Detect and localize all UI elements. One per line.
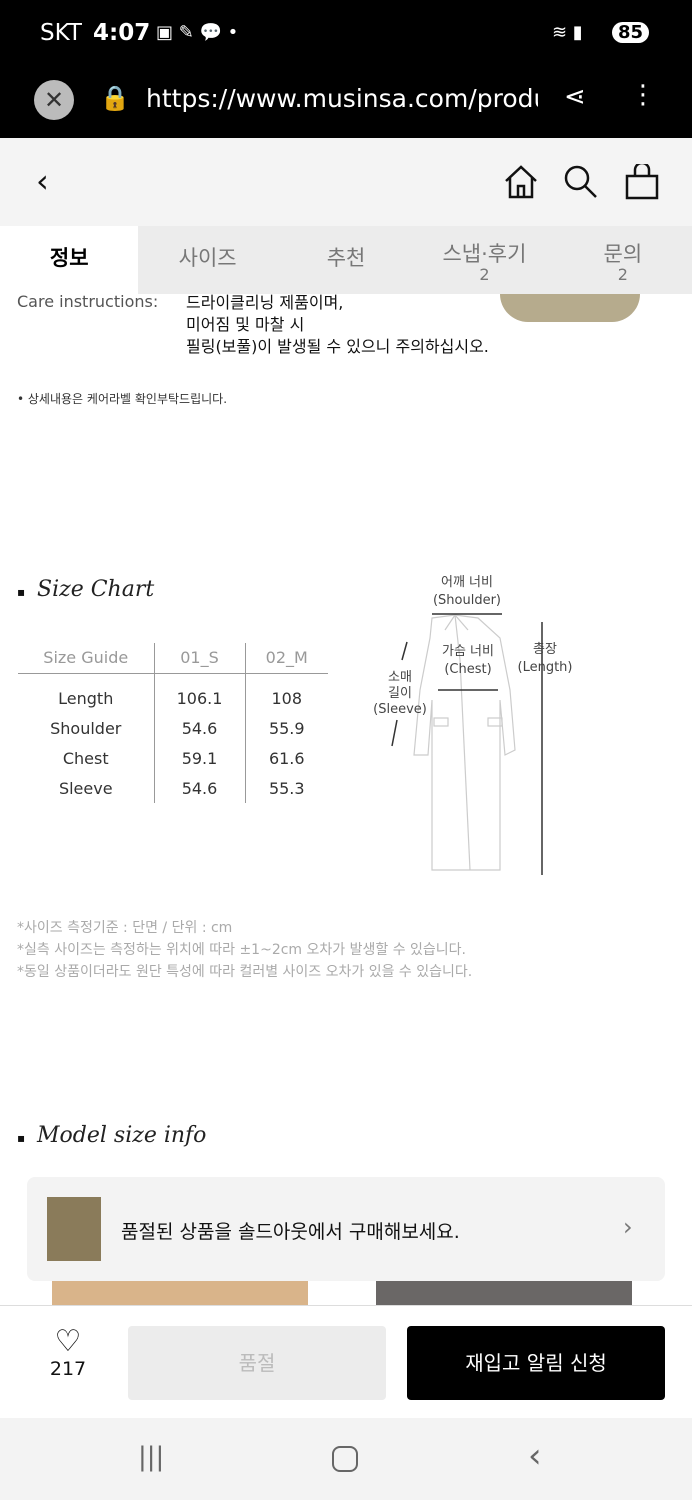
like-button[interactable]: ♡ 217 (40, 1324, 96, 1381)
like-count: 217 (49, 1358, 87, 1380)
care-note: • 상세내용은 케어라벨 확인부탁드립니다. (17, 392, 228, 406)
signal-icon: ≋ ▮ (552, 22, 583, 43)
tab-inquiry[interactable]: 문의 2 (554, 226, 692, 294)
length-label: 총장 (Length) (512, 641, 578, 677)
clock: 4:07 (93, 20, 151, 46)
recents-icon[interactable]: ||| (138, 1442, 165, 1472)
bottom-action-bar: ♡ 217 품절 재입고 알림 신청 (0, 1305, 692, 1418)
label-text: 가슴 너비 (442, 644, 494, 659)
product-thumbnail (47, 1197, 101, 1261)
battery-indicator: 85 (612, 22, 650, 43)
back-icon[interactable]: ‹ (36, 162, 49, 200)
page-header: ‹ (0, 138, 692, 226)
fabric-swatch-image (500, 294, 640, 322)
care-line: 필링(보풀)이 발생될 수 있으니 주의하십시오. (186, 337, 489, 356)
care-line: 미어짐 및 마찰 시 (186, 315, 305, 334)
cell: Chest (62, 748, 109, 768)
model-photo (52, 1280, 308, 1305)
note-line: *사이즈 측정기준 : 단면 / 단위 : cm (17, 920, 233, 936)
tab-label: 사이즈 (178, 246, 237, 270)
label-text: (Shoulder) (432, 593, 502, 608)
label-text: 소매 (388, 670, 412, 685)
url-field[interactable]: https://www.musinsa.com/produ (146, 84, 538, 113)
table-row: Chest 59.1 61.6 (18, 743, 328, 773)
lock-icon: 🔒 (100, 84, 130, 112)
cell: 106.1 (153, 683, 246, 713)
size-table: Size Guide 01_S 02_M Length 106.1 108 Shou… (18, 643, 328, 803)
tab-reviews[interactable]: 스냅·후기 2 (415, 226, 553, 294)
tab-label: 스냅·후기 (442, 242, 527, 266)
model-size-title: Model size info (37, 1123, 207, 1148)
system-nav-bar: ||| ‹ (0, 1418, 692, 1500)
care-text: 드라이클리닝 제품이며, 미어짐 및 마찰 시 필링(보풀)이 발생될 수 있으… (186, 292, 489, 358)
column-header: Size Guide (43, 648, 129, 668)
cell: Shoulder (50, 718, 122, 738)
tab-count: 2 (617, 265, 628, 284)
model-photo (376, 1280, 632, 1305)
search-icon[interactable] (563, 164, 599, 200)
cell: 108 (244, 683, 328, 713)
cell: 61.6 (244, 743, 328, 773)
note-line: *동일 상품이더라도 원단 특성에 따라 컬러별 사이즈 오차가 있을 수 있습… (17, 964, 473, 980)
size-notes: *사이즈 측정기준 : 단면 / 단위 : cm *실측 사이즈는 측정하는 위… (17, 917, 472, 983)
carrier: SKT (40, 20, 82, 46)
tab-label: 정보 (49, 246, 89, 270)
column-header: 01_S (153, 643, 246, 673)
tab-recommend[interactable]: 추천 (277, 226, 415, 294)
size-chart-title: Size Chart (37, 577, 155, 602)
tab-info[interactable]: 정보 (0, 226, 139, 294)
soldout-banner[interactable]: 품절된 상품을 솔드아웃에서 구매해보세요. › (27, 1177, 665, 1281)
tab-size[interactable]: 사이즈 (138, 226, 276, 294)
table-row: Sleeve 54.6 55.3 (18, 773, 328, 803)
label-text: 총장 (533, 642, 557, 657)
banner-text: 품절된 상품을 솔드아웃에서 구매해보세요. (121, 1221, 460, 1243)
cell: 59.1 (153, 743, 246, 773)
status-bar: SKT 4:07 ▣ ✎ 💬 • ≋ ▮ 85 (0, 0, 692, 68)
label-text: (Length) (517, 660, 573, 675)
notification-icons: ▣ ✎ 💬 • (156, 22, 239, 43)
table-row: Length 106.1 108 (18, 683, 328, 713)
back-nav-icon[interactable]: ‹ (528, 1436, 542, 1476)
sleeve-label: 소매 길이 (Sleeve) (370, 670, 430, 718)
heart-icon: ♡ (54, 1324, 82, 1359)
restock-alert-button[interactable]: 재입고 알림 신청 (407, 1326, 665, 1400)
coat-diagram (391, 613, 543, 875)
home-icon[interactable] (503, 164, 539, 200)
chest-label: 가슴 너비 (Chest) (430, 643, 506, 679)
bullet-icon: ▪ (17, 1131, 26, 1145)
chevron-right-icon: › (623, 1213, 633, 1241)
care-label: Care instructions: (17, 292, 159, 311)
tab-label: 추천 (326, 246, 366, 270)
cell: 55.9 (244, 713, 328, 743)
label-text: (Sleeve) (373, 702, 427, 717)
cell: Sleeve (58, 778, 113, 798)
home-nav-icon[interactable] (332, 1446, 358, 1472)
cell: 54.6 (153, 773, 246, 803)
bullet-icon: ▪ (17, 585, 26, 599)
tab-label: 문의 (603, 242, 643, 266)
share-icon[interactable]: ⋖ (564, 82, 586, 112)
care-line: 드라이클리닝 제품이며, (186, 293, 344, 312)
column-header: 02_M (244, 643, 328, 673)
label-text: (Chest) (444, 662, 492, 677)
tab-count: 2 (479, 265, 490, 284)
soldout-button[interactable]: 품절 (128, 1326, 386, 1400)
close-icon[interactable]: ✕ (34, 80, 74, 120)
browser-bar: ✕ 🔒 https://www.musinsa.com/produ ⋖ ⋮ (0, 68, 692, 138)
bag-icon[interactable] (624, 164, 660, 200)
more-icon[interactable]: ⋮ (630, 80, 656, 110)
cell: Length (58, 688, 114, 708)
cell: 54.6 (153, 713, 246, 743)
label-text: 길이 (388, 686, 412, 701)
label-text: 어깨 너비 (441, 575, 493, 590)
note-line: *실측 사이즈는 측정하는 위치에 따라 ±1~2cm 오차가 발생할 수 있습… (17, 942, 466, 958)
shoulder-label: 어깨 너비 (Shoulder) (420, 574, 514, 610)
tab-bar: 정보 사이즈 추천 스냅·후기 2 문의 2 (0, 226, 692, 294)
cell: 55.3 (244, 773, 328, 803)
table-row: Shoulder 54.6 55.9 (18, 713, 328, 743)
